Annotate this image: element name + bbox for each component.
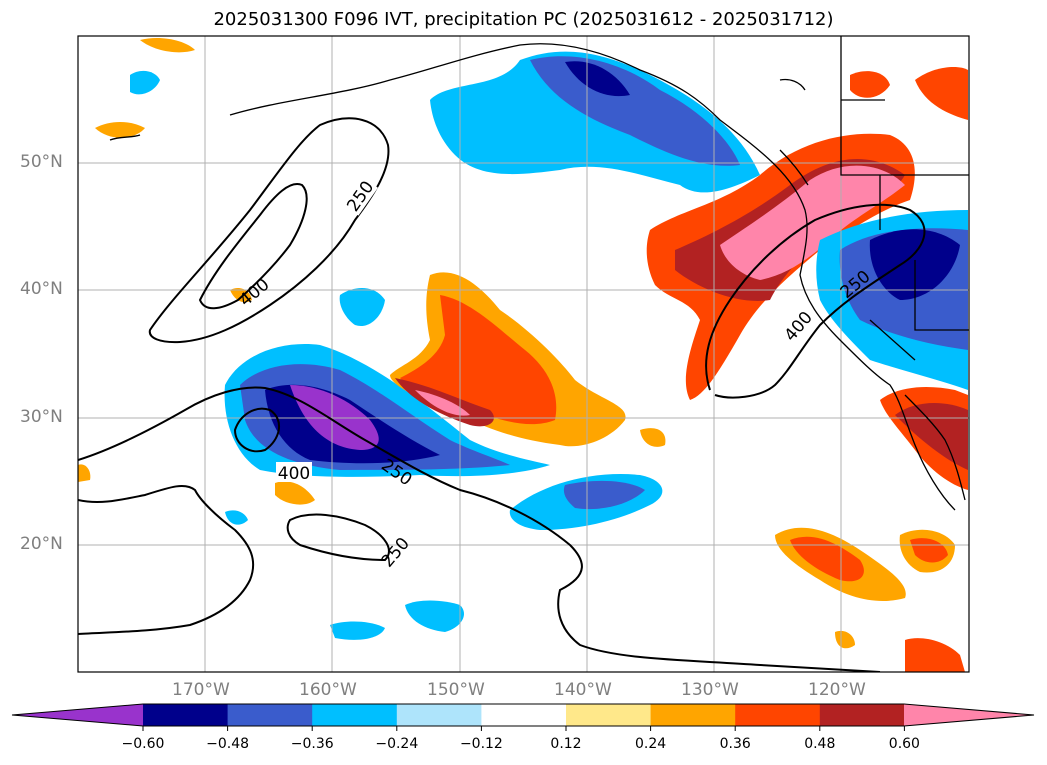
colorbar-segment bbox=[227, 704, 313, 726]
colorbar-tick-label: 0.36 bbox=[719, 736, 751, 752]
colorbar-tick-label: −0.36 bbox=[290, 736, 334, 752]
map-frame bbox=[77, 35, 970, 673]
lat-label-30n: 30°N bbox=[20, 407, 63, 427]
contour-label: 400 bbox=[278, 464, 310, 484]
lat-label-20n: 20°N bbox=[20, 534, 63, 554]
colorbar-tick-label: 0.60 bbox=[888, 736, 920, 752]
lon-label-130w: 130°W bbox=[681, 680, 739, 700]
lon-label-150w: 150°W bbox=[427, 680, 485, 700]
colorbar-tick-label: −0.24 bbox=[375, 736, 419, 752]
colorbar-segment bbox=[735, 704, 821, 726]
colorbar-extend-right bbox=[904, 704, 1034, 726]
colorbar-tick-label: 0.24 bbox=[635, 736, 667, 752]
precipitation-fill-layer bbox=[78, 38, 968, 672]
graticule bbox=[78, 36, 969, 672]
colorbar-segment bbox=[312, 704, 398, 726]
coastlines bbox=[109, 36, 969, 511]
colorbar-tick-label: 0.12 bbox=[550, 736, 582, 752]
colorbar-segment bbox=[819, 704, 905, 726]
contour-label: 400 bbox=[781, 308, 817, 346]
colorbar-tick-label: −0.12 bbox=[459, 736, 503, 752]
colorbar-segment bbox=[650, 704, 736, 726]
lat-label-50n: 50°N bbox=[20, 152, 63, 172]
colorbar-tick-label: −0.48 bbox=[206, 736, 250, 752]
map-title: 2025031300 F096 IVT, precipitation PC (2… bbox=[213, 9, 834, 30]
colorbar-segment bbox=[481, 704, 567, 726]
colorbar-tick-label: 0.48 bbox=[804, 736, 836, 752]
contour-label-layer: 250 400 400 250 400 250 250 bbox=[236, 176, 875, 572]
lon-label-170w: 170°W bbox=[172, 680, 230, 700]
colorbar-extend-left bbox=[12, 704, 143, 726]
lat-label-40n: 40°N bbox=[20, 279, 63, 299]
contour-label: 250 bbox=[343, 178, 378, 216]
colorbar-segment bbox=[396, 704, 482, 726]
lon-label-140w: 140°W bbox=[554, 680, 612, 700]
colorbar bbox=[11, 703, 1035, 731]
colorbar-segment bbox=[143, 704, 229, 726]
lon-label-120w: 120°W bbox=[808, 680, 866, 700]
colorbar-segment bbox=[566, 704, 652, 726]
lon-label-160w: 160°W bbox=[299, 680, 357, 700]
colorbar-tick-label: −0.60 bbox=[121, 736, 165, 752]
ivt-contours bbox=[78, 117, 926, 672]
